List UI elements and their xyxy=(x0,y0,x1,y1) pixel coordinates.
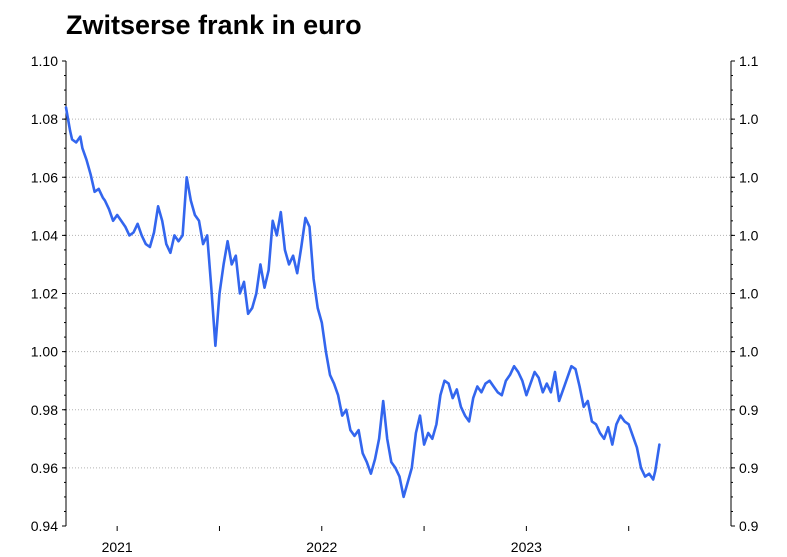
x-tick-label: 2023 xyxy=(511,539,542,555)
y-tick-label-left: 1.08 xyxy=(31,111,58,127)
y-tick-label-left: 1.06 xyxy=(31,169,58,185)
x-tick-label: 2022 xyxy=(306,539,337,555)
y-tick-label-right: 1.0 xyxy=(739,227,759,243)
x-tick-label: 2021 xyxy=(102,539,133,555)
y-tick-label-right: 1.1 xyxy=(739,53,759,69)
y-tick-label-left: 1.00 xyxy=(31,344,58,360)
y-tick-label-left: 1.10 xyxy=(31,53,58,69)
y-tick-label-right: 0.9 xyxy=(739,402,759,418)
y-tick-label-right: 1.0 xyxy=(739,286,759,302)
y-tick-label-right: 1.0 xyxy=(739,344,759,360)
y-tick-label-left: 0.94 xyxy=(31,518,58,534)
series-line xyxy=(64,106,661,499)
y-tick-label-left: 0.96 xyxy=(31,460,58,476)
y-tick-label-right: 0.9 xyxy=(739,460,759,476)
y-tick-label-left: 1.04 xyxy=(31,227,58,243)
y-tick-label-right: 0.9 xyxy=(739,518,759,534)
chart-title: Zwitserse frank in euro xyxy=(66,10,362,40)
y-tick-label-left: 0.98 xyxy=(31,402,58,418)
y-tick-label-right: 1.0 xyxy=(739,169,759,185)
y-tick-label-left: 1.02 xyxy=(31,286,58,302)
y-tick-label-right: 1.0 xyxy=(739,111,759,127)
